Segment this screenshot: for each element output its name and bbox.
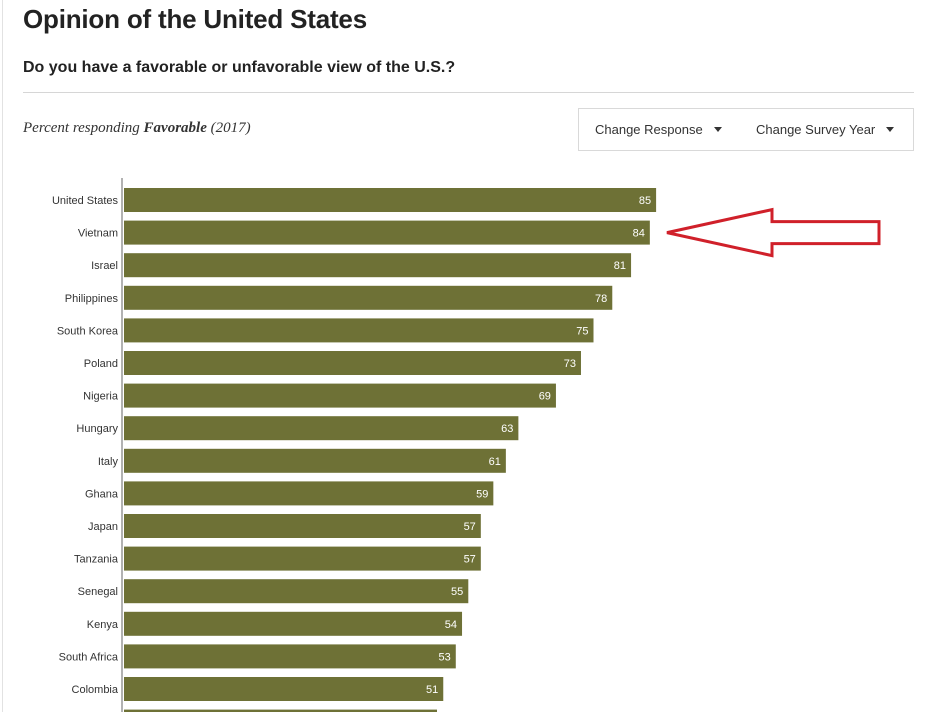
chart-controls: Change Response Change Survey Year (578, 108, 914, 151)
category-label: Israel (91, 260, 118, 272)
category-label: South Africa (59, 651, 119, 663)
category-label: United States (52, 195, 119, 207)
category-label: Nigeria (83, 391, 119, 403)
bar (124, 188, 657, 212)
value-label: 54 (445, 619, 457, 631)
bar-partial (124, 709, 437, 712)
subtitle-prefix: Percent responding (23, 120, 140, 136)
annotation-arrow-icon (666, 207, 881, 258)
left-border (2, 0, 3, 712)
chart-subtitle: Percent responding Favorable (2017) (23, 120, 251, 137)
category-label: Senegal (78, 586, 118, 598)
category-label: Japan (88, 521, 118, 533)
category-label: Tanzania (74, 554, 119, 566)
bar (124, 644, 456, 669)
category-label: Poland (84, 358, 118, 370)
category-label: Italy (98, 456, 119, 468)
page-title: Opinion of the United States (23, 4, 367, 34)
value-label: 84 (633, 228, 645, 240)
change-survey-year-label: Change Survey Year (756, 122, 876, 137)
bar (124, 514, 481, 538)
value-label: 55 (451, 586, 463, 598)
bar (124, 416, 519, 441)
value-label: 51 (426, 684, 438, 696)
bar (124, 448, 506, 473)
category-label: Hungary (76, 423, 118, 435)
bar (124, 611, 463, 636)
change-response-dropdown[interactable]: Change Response (595, 122, 722, 137)
bar (124, 253, 632, 278)
value-label: 75 (576, 325, 588, 337)
value-label: 81 (614, 260, 626, 272)
category-label: Kenya (87, 619, 119, 631)
bar (124, 220, 650, 245)
value-label: 63 (501, 423, 513, 435)
category-label: Colombia (72, 684, 119, 696)
bar (124, 481, 494, 506)
bar (124, 318, 594, 343)
category-label: Vietnam (78, 228, 118, 240)
value-label: 78 (595, 293, 607, 305)
value-label: 73 (564, 358, 576, 370)
change-survey-year-dropdown[interactable]: Change Survey Year (756, 122, 895, 137)
bar (124, 285, 613, 310)
value-label: 57 (464, 521, 476, 533)
category-label: South Korea (57, 325, 119, 337)
caret-down-icon (886, 127, 895, 132)
bar (124, 579, 469, 604)
category-label: Ghana (85, 488, 119, 500)
value-label: 53 (439, 651, 451, 663)
category-label: Philippines (65, 293, 119, 305)
value-label: 59 (476, 488, 488, 500)
bar (124, 546, 481, 571)
subtitle-year: (2017) (210, 120, 251, 136)
subtitle-response: Favorable (143, 120, 207, 136)
value-label: 61 (489, 456, 501, 468)
value-label: 69 (539, 391, 551, 403)
bar (124, 351, 581, 375)
change-response-label: Change Response (595, 122, 703, 137)
divider (23, 92, 914, 93)
bar (124, 677, 444, 701)
survey-question: Do you have a favorable or unfavorable v… (23, 59, 456, 76)
value-label: 85 (639, 195, 651, 207)
value-label: 57 (464, 554, 476, 566)
caret-down-icon (713, 127, 722, 132)
bar (124, 383, 556, 408)
